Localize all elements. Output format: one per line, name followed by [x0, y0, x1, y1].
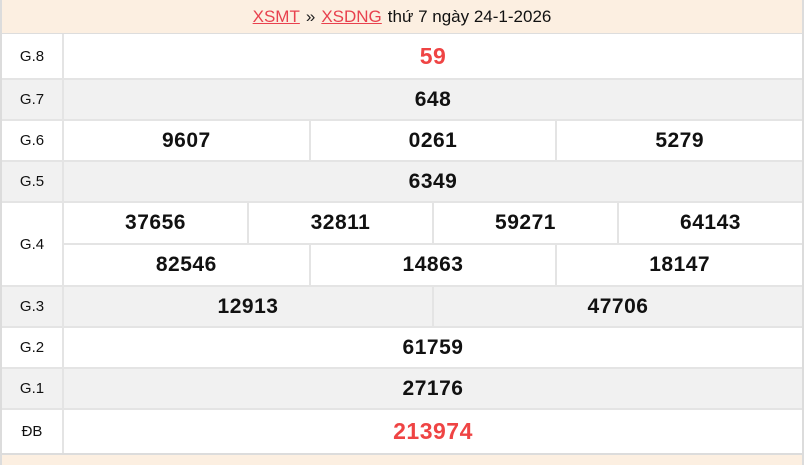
prize-row-g5: G.5 6349	[2, 160, 802, 201]
prize-table: G.8 59 G.7 648 G.6 9607 0261 5279 G.5 63…	[2, 33, 802, 455]
prize-label-g7: G.7	[2, 80, 64, 119]
province-link-xsdng[interactable]: XSDNG	[321, 6, 382, 26]
prize-value: 14863	[308, 245, 556, 285]
prize-row-db: ĐB 213974	[2, 408, 802, 453]
prize-label-g4: G.4	[2, 203, 64, 285]
prize-label-g5: G.5	[2, 162, 64, 201]
region-link-xsmt[interactable]: XSMT	[252, 6, 300, 26]
prize-row-g8: G.8 59	[2, 34, 802, 78]
prize-value: 27176	[402, 376, 464, 400]
prize-value: 213974	[393, 418, 473, 444]
prize-value: 59	[419, 42, 447, 69]
prize-label-db: ĐB	[2, 410, 64, 453]
prize-label-g2: G.2	[2, 328, 64, 367]
prize-row-g7: G.7 648	[2, 78, 802, 119]
prize-value: 61759	[402, 335, 464, 359]
prize-value: 648	[414, 87, 452, 111]
prize-label-g1: G.1	[2, 369, 64, 408]
prize-value: 59271	[432, 203, 617, 243]
prize-row-g2: G.2 61759	[2, 326, 802, 367]
prize-row-g4: G.4 37656 32811 59271 64143 82546 14863 …	[2, 201, 802, 285]
draw-date-text: thứ 7 ngày 24-1-2026	[387, 6, 552, 26]
breadcrumb-separator: »	[305, 6, 316, 26]
prize-value: 64143	[617, 203, 802, 243]
prize-value: 32811	[247, 203, 432, 243]
prize-subrow: 82546 14863 18147	[64, 243, 802, 285]
prize-row-g3: G.3 12913 47706	[2, 285, 802, 326]
prize-value: 6349	[408, 169, 458, 193]
prize-label-g6: G.6	[2, 121, 64, 160]
prize-row-g1: G.1 27176	[2, 367, 802, 408]
prize-value: 5279	[555, 121, 802, 160]
prize-subrow: 37656 32811 59271 64143	[64, 203, 802, 243]
prize-value: 0261	[308, 121, 556, 160]
prize-label-g8: G.8	[2, 34, 64, 78]
prize-value: 18147	[555, 245, 802, 285]
prize-value: 12913	[217, 294, 279, 318]
prize-label-g3: G.3	[2, 287, 64, 326]
prize-value: 37656	[125, 211, 186, 234]
prize-row-g6: G.6 9607 0261 5279	[2, 119, 802, 160]
prize-value: 9607	[161, 128, 211, 152]
prize-value: 82546	[155, 253, 217, 276]
page-title: XSMT » XSDNG thứ 7 ngày 24-1-2026	[2, 0, 802, 33]
prize-value: 47706	[432, 287, 802, 326]
